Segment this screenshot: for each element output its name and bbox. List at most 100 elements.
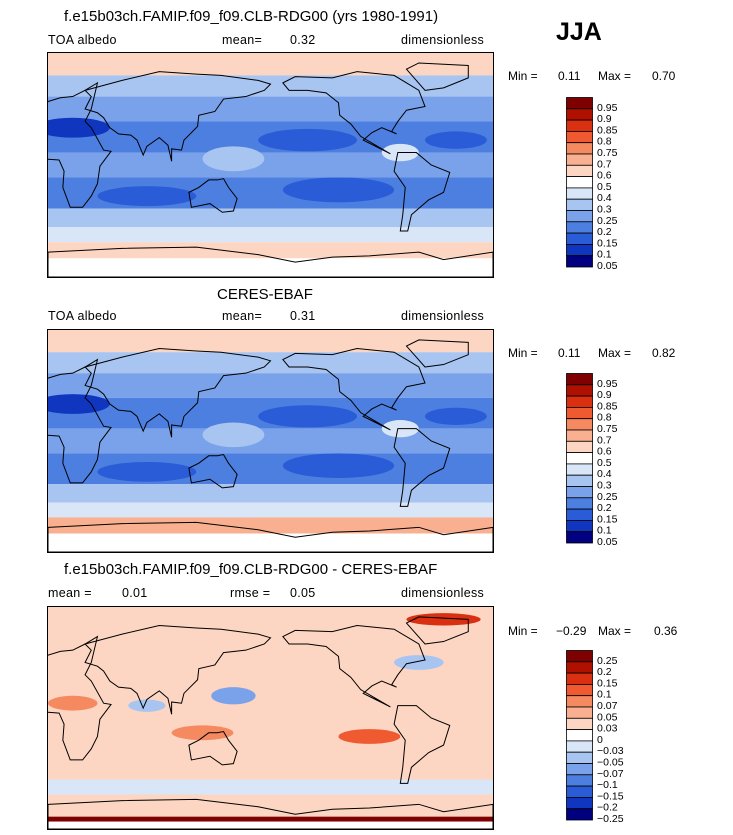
panel2-max-value: 0.82 (652, 346, 676, 360)
colorbar-level-label: 0.25 (597, 491, 618, 503)
colorbar-swatch (566, 474, 593, 487)
latitude-band (48, 484, 493, 503)
panel2-mean-label: mean= (222, 309, 263, 323)
colorbar-level-label: −0.07 (597, 768, 624, 780)
panel2-albedo-map (47, 329, 494, 553)
panel2-title: CERES-EBAF (217, 286, 313, 303)
colorbar-level-label: 0.2 (597, 226, 612, 238)
colorbar-swatch (566, 429, 593, 442)
colorbar-level-label: 0.15 (597, 677, 618, 689)
field-patch (202, 422, 265, 448)
colorbar-level-label: −0.05 (597, 757, 624, 769)
colorbar-swatch (566, 384, 593, 397)
colorbar-swatch (566, 198, 593, 211)
field-patch (425, 407, 487, 425)
map-svg (48, 607, 493, 829)
colorbar-level-label: 0.15 (597, 237, 618, 249)
panel1-colorbar: 0.95 0.9 0.85 0.8 0.75 0.7 0.6 0.5 0.4 0.3 0.25 0.2… (566, 97, 676, 276)
colorbar-level-label: 0.6 (597, 446, 612, 458)
colorbar-level-label: 0.1 (597, 249, 612, 261)
latitude-band (48, 242, 493, 259)
panel3-rmse-value: 0.05 (290, 586, 316, 600)
panel2-min-value: 0.11 (558, 346, 581, 360)
colorbar-swatch (566, 97, 593, 110)
colorbar-swatch (566, 452, 593, 465)
colorbar-level-label: 0.75 (597, 147, 618, 159)
colorbar-level-label: 0.1 (597, 525, 612, 537)
latitude-band (48, 152, 493, 178)
colorbar-level-label: 0.03 (597, 723, 618, 735)
field-patch (128, 699, 166, 712)
coastline-antarctica (48, 798, 493, 829)
colorbar-level-label: 0.05 (597, 260, 618, 271)
panel3-min-label: Min = (508, 624, 538, 638)
colorbar-level-label: 0.7 (597, 158, 612, 170)
field-patch (171, 725, 234, 741)
colorbar-swatch (566, 729, 593, 742)
colorbar-swatch (566, 808, 593, 821)
colorbar-swatch (566, 486, 593, 499)
colorbar-swatch (566, 508, 593, 521)
colorbar-swatch (566, 717, 593, 731)
coastline-antarctica (48, 521, 493, 552)
panel1-max-value: 0.70 (652, 69, 676, 83)
colorbar-level-label: −0.25 (597, 813, 624, 824)
panel1-units-label: dimensionless (401, 33, 485, 47)
panel1-title: f.e15b03ch.FAMIP.f09_f09.CLB-RDG00 (yrs … (64, 8, 439, 25)
colorbar-swatch (566, 142, 593, 155)
field-patch (258, 128, 358, 152)
colorbar-level-label: 0.5 (597, 181, 612, 193)
colorbar-level-label: 0.05 (597, 711, 618, 723)
colorbar-level-label: 0.2 (597, 502, 612, 514)
colorbar-level-label: 0.85 (597, 124, 618, 136)
latitude-band (48, 227, 493, 243)
season-label: JJA (556, 18, 602, 46)
panel3-min-value: −0.29 (556, 624, 587, 638)
colorbar-swatch (566, 661, 593, 674)
colorbar-level-label: 0.07 (597, 700, 618, 712)
panel1-albedo-map (47, 52, 494, 278)
coastline-samerica (393, 152, 451, 232)
colorbar-level-label: 0.8 (597, 136, 612, 148)
colorbar-swatch (566, 684, 593, 697)
colorbar-swatch (566, 463, 593, 476)
panel1-mean-label: mean= (222, 33, 263, 47)
field-patch (282, 453, 395, 478)
coastline-samerica (393, 705, 451, 784)
coastline-greenland (405, 339, 469, 368)
coastline-greenland (405, 616, 469, 645)
colorbar-level-label: 0.95 (597, 378, 618, 390)
colorbar-swatch (566, 440, 593, 454)
panel3-difference-map (47, 606, 494, 830)
field-patch (282, 177, 395, 203)
field-patch (211, 687, 256, 705)
panel2-units-label: dimensionless (401, 309, 485, 323)
colorbar-swatch (566, 153, 593, 166)
coastline-asia (84, 624, 272, 715)
colorbar-swatch (566, 407, 593, 420)
colorbar-svg: 0.950.90.850.80.750.70.60.50.40.30.250.2… (566, 97, 618, 272)
coastline-asia (84, 347, 272, 438)
panel3-max-label: Max = (598, 624, 632, 638)
colorbar-level-label: 0.3 (597, 480, 612, 492)
colorbar-level-label: 0.7 (597, 434, 612, 446)
latitude-band (48, 330, 493, 353)
panel3-title: f.e15b03ch.FAMIP.f09_f09.CLB-RDG00 - CER… (64, 561, 438, 578)
colorbar-svg: 0.250.20.150.10.070.050.030−0.03−0.05−0.… (566, 650, 624, 825)
colorbar-level-label: 0.6 (597, 170, 612, 182)
colorbar-level-label: 0.75 (597, 423, 618, 435)
colorbar-level-label: 0 (597, 734, 603, 746)
colorbar-svg: 0.950.90.850.80.750.70.60.50.40.30.250.2… (566, 373, 618, 548)
latitude-band (48, 816, 493, 822)
colorbar-swatch (566, 395, 593, 408)
latitude-band (48, 75, 493, 97)
colorbar-swatch (566, 418, 593, 431)
field-patch (202, 146, 265, 172)
colorbar-swatch (566, 187, 593, 200)
panel2-mean-value: 0.31 (290, 309, 316, 323)
latitude-band (48, 502, 493, 518)
colorbar-swatch (566, 255, 593, 268)
coastline-greenland (405, 62, 469, 91)
panel1-variable-label: TOA albedo (48, 33, 117, 47)
latitude-band (48, 607, 493, 829)
